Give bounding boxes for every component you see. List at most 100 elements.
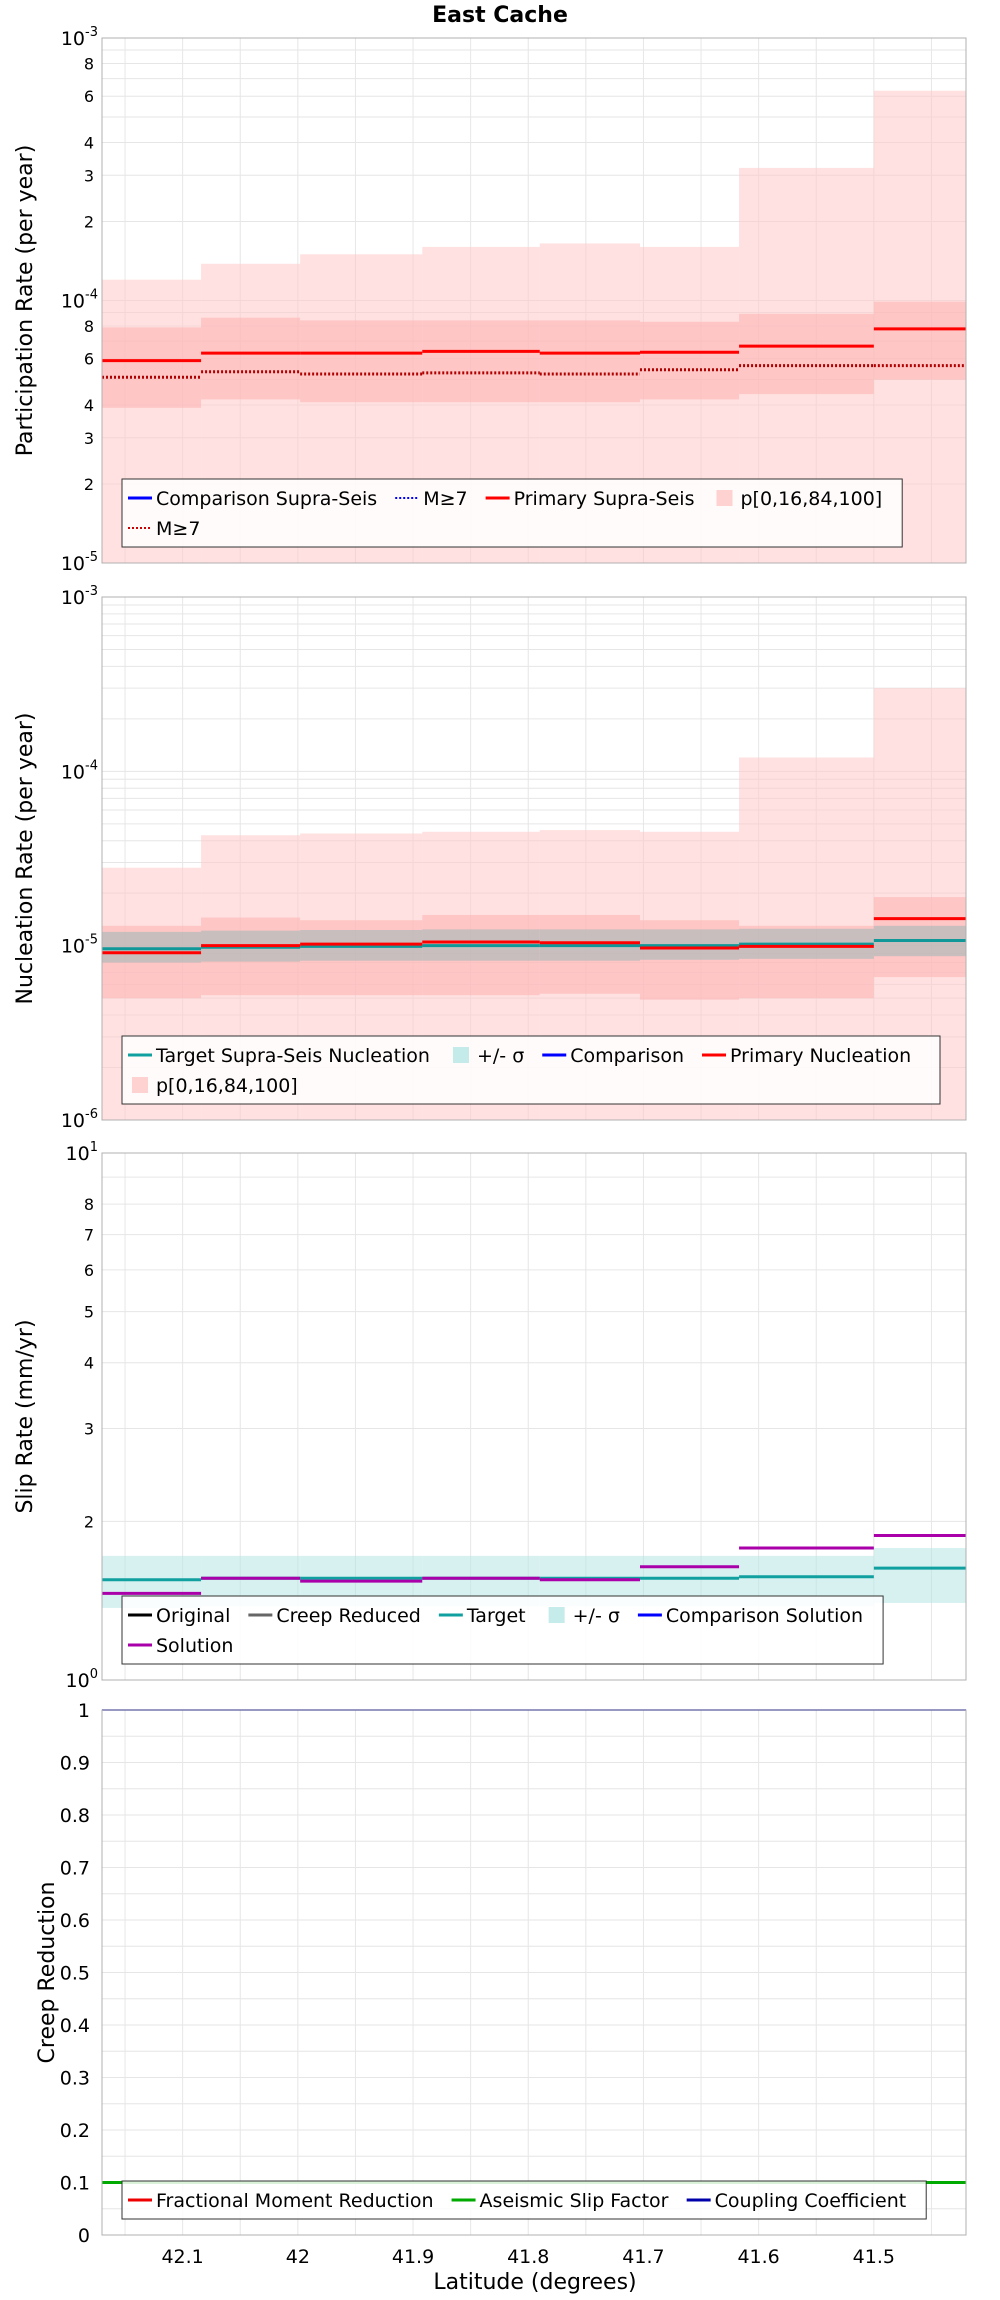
y-tick-labels: 10-5 10-4 10-3 2 3 4 6 8 2 3 4 6 8 <box>61 25 98 575</box>
y-minor-label: 7 <box>84 1226 94 1245</box>
legend-label: Comparison Solution <box>666 1605 863 1627</box>
gridlines <box>102 1710 966 2235</box>
y-tick-label: 101 <box>66 1140 98 1165</box>
legend: Fractional Moment Reduction Aseismic Slip… <box>121 2180 927 2220</box>
legend: Target Supra-Seis Nucleation +/- σ Compari… <box>121 1035 941 1105</box>
y-tick-label: 10-6 <box>61 1107 98 1132</box>
legend-swatch <box>452 1047 469 1063</box>
x-tick-label: 41.5 <box>853 2246 895 2268</box>
y-tick-label: 10-4 <box>61 758 98 783</box>
band-bin <box>873 301 966 380</box>
y-tick-labels: 100 101 2 3 4 5 6 7 8 <box>66 1140 98 1692</box>
legend-label: +/- σ <box>477 1045 524 1067</box>
panel-slip: 100 101 2 3 4 5 6 7 8 Slip Rate (mm/yr) Original Cr… <box>13 1140 967 1692</box>
band-bin <box>422 320 540 403</box>
series-M≥7 <box>102 364 966 379</box>
y-tick-label: 0.8 <box>60 1805 90 1827</box>
legend-label: Target Supra-Seis Nucleation <box>155 1045 430 1067</box>
legend-label: M≥7 <box>423 488 467 510</box>
y-minor-label: 2 <box>84 1512 94 1531</box>
y-axis-label: Participation Rate (per year) <box>13 145 38 457</box>
series-Solution <box>102 1534 966 1595</box>
legend-label: Comparison Supra-Seis <box>156 488 377 510</box>
panel-nucleation: 10-6 10-5 10-4 10-3 Nucleation Rate (per yea… <box>13 584 967 1132</box>
legend-label: Original <box>156 1605 230 1627</box>
y-tick-label: 0.6 <box>60 1910 90 1932</box>
legend-label: Target <box>466 1605 526 1627</box>
panel-creep: 0 0.1 0.2 0.3 0.4 0.5 0.6 0.7 0.8 0.9 1 Creep Reduc… <box>35 1700 967 2268</box>
y-tick-label: 0.4 <box>60 2015 90 2037</box>
y-tick-label: 1 <box>78 1700 90 1722</box>
y-minor-label: 8 <box>84 317 94 336</box>
y-tick-label: 0.7 <box>60 1858 90 1880</box>
legend-label: Comparison <box>570 1045 684 1067</box>
y-tick-labels: 10-6 10-5 10-4 10-3 <box>61 584 98 1132</box>
y-tick-label: 10-5 <box>61 933 98 958</box>
y-tick-label: 0.2 <box>60 2120 90 2142</box>
series-Primary Supra-Seis <box>102 327 966 363</box>
legend-swatch <box>548 1607 565 1623</box>
y-tick-label: 0.5 <box>60 1963 90 1985</box>
x-tick-label: 41.9 <box>392 2246 434 2268</box>
y-axis-label: Slip Rate (mm/yr) <box>13 1319 38 1513</box>
y-tick-label: 10-3 <box>61 25 98 50</box>
legend-label: M≥7 <box>156 518 200 540</box>
band-bin <box>873 1548 966 1603</box>
panel-participation: 10-5 10-4 10-3 2 3 4 6 8 2 3 4 6 8 Participation Rate… <box>13 25 967 575</box>
y-tick-label: 0.3 <box>60 2068 90 2090</box>
legend-box <box>121 478 903 548</box>
legend-box <box>121 2180 927 2220</box>
x-tick-labels: 42.1 42 41.9 41.8 41.7 41.6 41.5 <box>161 2246 895 2268</box>
x-tick-label: 42 <box>286 2246 310 2268</box>
y-minor-label: 3 <box>84 166 94 185</box>
y-minor-label: 4 <box>84 133 94 152</box>
y-minor-label: 4 <box>84 1354 94 1373</box>
legend-label: Fractional Moment Reduction <box>156 2190 434 2212</box>
y-axis-label: Nucleation Rate (per year) <box>13 713 38 1005</box>
y-minor-label: 2 <box>84 212 94 231</box>
plot-frame <box>101 1152 967 1681</box>
y-axis-label: Creep Reduction <box>35 1882 60 2064</box>
legend-label: p[0,16,84,100] <box>156 1075 298 1097</box>
y-minor-label: 3 <box>84 429 94 448</box>
x-tick-label: 41.8 <box>507 2246 549 2268</box>
x-tick-label: 41.7 <box>622 2246 664 2268</box>
legend-label: +/- σ <box>573 1605 620 1627</box>
legend-swatch <box>716 490 733 506</box>
band-bin <box>102 931 202 963</box>
x-tick-label: 42.1 <box>161 2246 203 2268</box>
legend-box <box>121 1035 941 1105</box>
legend-swatch <box>132 1077 148 1093</box>
y-tick-label: 0 <box>78 2225 90 2247</box>
y-tick-label: 0.9 <box>60 1753 90 1775</box>
legend: Comparison Supra-Seis M≥7 Primary Supra-Se… <box>121 478 903 548</box>
band-bin <box>639 321 740 400</box>
legend: Original Creep Reduced Target +/- σ Comparis… <box>121 1595 884 1665</box>
band-bin <box>739 313 874 395</box>
band-bin <box>102 327 202 408</box>
y-minor-label: 5 <box>84 1303 94 1322</box>
plot-frame <box>101 1709 967 2236</box>
y-minor-label: 2 <box>84 475 94 494</box>
y-tick-label: 0.1 <box>60 2173 90 2195</box>
y-tick-label: 10-3 <box>61 584 98 609</box>
y-tick-label: 100 <box>66 1667 98 1692</box>
plot-frame <box>101 596 967 1121</box>
series-Primary Nucleation <box>102 917 966 955</box>
plot-frame <box>101 37 967 564</box>
x-tick-label: 41.6 <box>737 2246 779 2268</box>
legend-label: Creep Reduced <box>276 1605 420 1627</box>
legend-label: Solution <box>156 1635 233 1657</box>
y-tick-label: 10-4 <box>61 288 98 313</box>
legend-label: Primary Supra-Seis <box>514 488 695 510</box>
y-tick-labels: 0 0.1 0.2 0.3 0.4 0.5 0.6 0.7 0.8 0.9 1 <box>60 1700 90 2247</box>
band-p16-84 <box>102 301 966 408</box>
legend-label: p[0,16,84,100] <box>740 488 882 510</box>
y-minor-label: 6 <box>84 87 94 106</box>
x-axis-label: Latitude (degrees) <box>433 2270 636 2295</box>
band-bin <box>201 317 301 400</box>
band-bin <box>300 320 423 403</box>
y-minor-label: 6 <box>84 1261 94 1280</box>
band-bin <box>539 320 640 403</box>
